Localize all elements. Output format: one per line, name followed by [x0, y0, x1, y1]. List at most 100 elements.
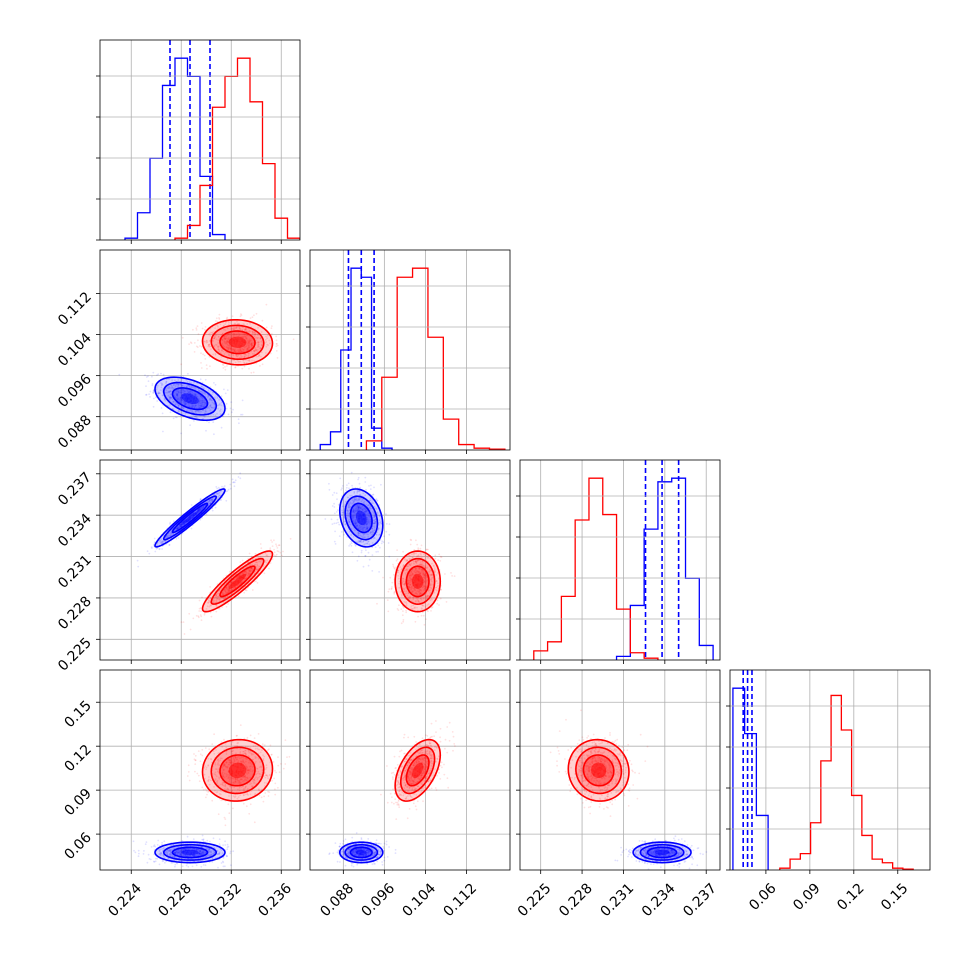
- scatter-point: [413, 606, 416, 609]
- scatter-point: [359, 534, 361, 537]
- scatter-point: [194, 410, 197, 413]
- scatter-point: [217, 495, 219, 498]
- scatter-point: [145, 393, 148, 396]
- scatter-point: [212, 413, 215, 416]
- scatter-point: [371, 531, 374, 534]
- scatter-point: [352, 501, 355, 503]
- scatter-point: [237, 476, 240, 478]
- scatter-point: [179, 853, 182, 856]
- scatter-point: [248, 344, 250, 347]
- scatter-point: [250, 567, 253, 570]
- scatter-point: [228, 584, 231, 587]
- scatter-point: [222, 593, 224, 596]
- scatter-point: [205, 854, 208, 857]
- scatter-point: [334, 543, 337, 545]
- scatter-point: [231, 315, 234, 318]
- scatter-point: [357, 506, 360, 509]
- scatter-point: [205, 341, 208, 344]
- scatter-point: [420, 572, 422, 574]
- scatter-point: [374, 515, 377, 518]
- scatter-point: [245, 354, 248, 357]
- scatter-point: [433, 591, 436, 594]
- scatter-point: [145, 376, 148, 378]
- scatter-point: [238, 349, 241, 352]
- scatter-point: [245, 362, 248, 364]
- scatter-point: [405, 590, 408, 593]
- scatter-point: [426, 576, 428, 579]
- scatter-point: [248, 359, 250, 362]
- scatter-point: [188, 381, 191, 384]
- scatter-point: [349, 494, 352, 497]
- scatter-point: [244, 353, 246, 356]
- scatter-point: [208, 600, 211, 603]
- scatter-point: [217, 326, 219, 328]
- scatter-point: [225, 589, 228, 591]
- scatter-point: [217, 486, 220, 489]
- scatter-point: [224, 865, 226, 868]
- scatter-point: [255, 561, 257, 564]
- scatter-point: [210, 498, 213, 500]
- scatter-point: [234, 348, 237, 351]
- scatter-point: [152, 391, 155, 394]
- scatter-point: [333, 491, 336, 494]
- scatter-point: [208, 399, 211, 401]
- scatter-point: [251, 359, 253, 362]
- scatter-point: [419, 561, 422, 563]
- scatter-point: [177, 405, 180, 407]
- scatter-point: [245, 345, 248, 348]
- scatter-point: [171, 386, 174, 388]
- scatter-point: [244, 589, 247, 592]
- scatter-point: [165, 378, 168, 381]
- scatter-point: [408, 563, 411, 566]
- scatter-point: [222, 861, 225, 864]
- scatter-point: [226, 855, 228, 857]
- scatter-point: [438, 604, 440, 606]
- scatter-point: [160, 541, 162, 544]
- scatter-point: [245, 589, 248, 592]
- scatter-point: [216, 597, 219, 600]
- scatter-point: [158, 853, 161, 856]
- scatter-point: [209, 501, 212, 504]
- scatter-point: [360, 551, 363, 554]
- scatter-point: [228, 590, 231, 593]
- scatter-point: [205, 855, 207, 858]
- scatter-point: [405, 611, 408, 614]
- scatter-point: [197, 403, 200, 405]
- scatter-point: [251, 589, 254, 591]
- scatter-point: [201, 838, 204, 841]
- scatter-point: [198, 852, 200, 855]
- scatter-point: [213, 337, 216, 340]
- scatter-point: [175, 384, 177, 386]
- scatter-point: [198, 853, 201, 855]
- scatter-point: [346, 509, 349, 512]
- scatter-point: [175, 389, 178, 392]
- scatter-point: [223, 335, 226, 338]
- scatter-point: [407, 585, 410, 588]
- scatter-point: [236, 584, 239, 587]
- scatter-point: [265, 326, 268, 329]
- scatter-point: [407, 596, 410, 599]
- scatter-point: [429, 569, 431, 571]
- scatter-point: [240, 413, 242, 416]
- scatter-point: [380, 542, 383, 545]
- scatter-point: [213, 344, 215, 347]
- scatter-point: [159, 540, 161, 542]
- scatter-point: [199, 399, 202, 402]
- scatter-point: [218, 598, 221, 601]
- scatter-point: [232, 481, 235, 483]
- scatter-point: [423, 574, 425, 577]
- scatter-point: [178, 398, 181, 401]
- scatter-point: [367, 540, 370, 543]
- scatter-point: [238, 574, 241, 577]
- scatter-point: [232, 354, 235, 357]
- scatter-point: [364, 529, 367, 532]
- scatter-point: [237, 575, 240, 577]
- scatter-point: [194, 393, 197, 396]
- scatter-point: [168, 386, 171, 389]
- scatter-point: [176, 393, 179, 396]
- scatter-point: [242, 359, 245, 362]
- scatter-point: [236, 576, 238, 579]
- scatter-point: [378, 533, 381, 536]
- scatter-point: [258, 353, 261, 356]
- scatter-point: [118, 373, 121, 376]
